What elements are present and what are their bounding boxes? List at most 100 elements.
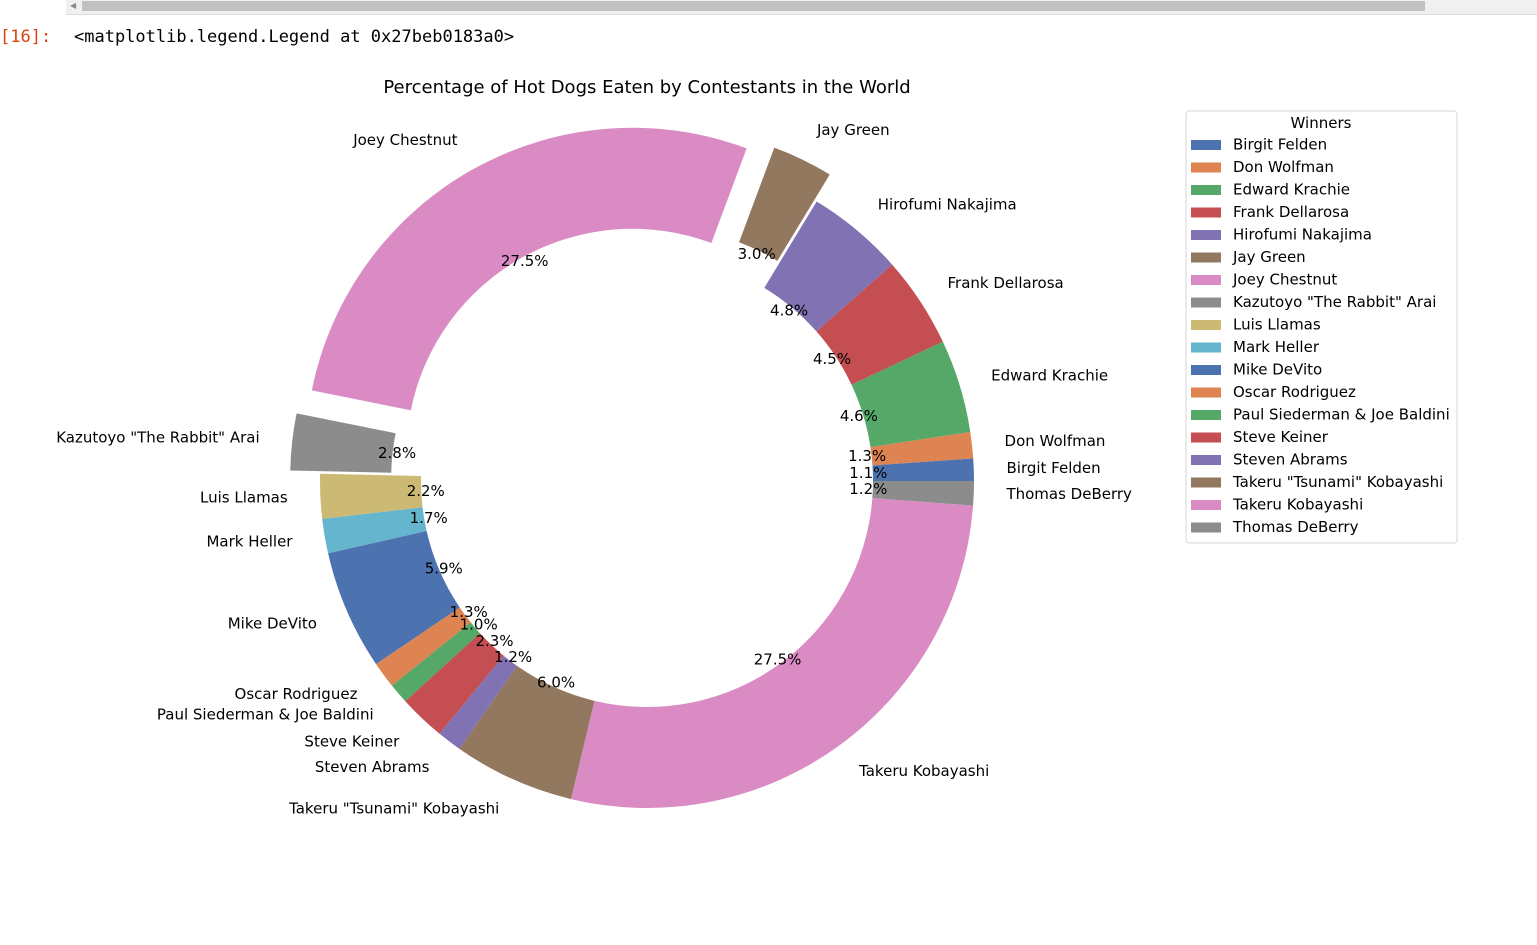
legend-label: Don Wolfman [1233, 158, 1334, 176]
legend-swatch [1191, 185, 1221, 195]
legend-swatch [1191, 410, 1221, 420]
legend-swatch [1191, 207, 1221, 218]
percent-label: 5.9% [425, 560, 463, 578]
percent-label: 27.5% [754, 650, 802, 668]
legend-label: Joey Chestnut [1232, 271, 1337, 289]
legend-entry: Joey Chestnut [1191, 271, 1337, 289]
legend-entry: Paul Siederman & Joe Baldini [1191, 406, 1450, 424]
slice-label: Luis Llamas [200, 488, 288, 506]
legend-swatch [1191, 275, 1221, 285]
percent-label: 1.1% [849, 464, 887, 482]
legend-entry: Mark Heller [1191, 338, 1320, 356]
slice-mark-heller [322, 507, 427, 554]
scroll-left-icon[interactable]: ◀ [70, 1, 77, 10]
legend-swatch [1191, 140, 1221, 150]
slice-label: Frank Dellarosa [948, 274, 1064, 292]
legend-label: Jay Green [1232, 248, 1306, 266]
slices [290, 127, 974, 809]
legend-frame [1185, 110, 1458, 544]
slice-takeru-kobayashi [571, 498, 974, 809]
scrollbar-thumb[interactable] [82, 1, 1425, 11]
slice-paul-siederman-joe-baldini [391, 622, 480, 702]
slice-label: Mark Heller [206, 532, 293, 550]
legend-entry: Edward Krachie [1191, 181, 1350, 199]
slice-label: Joey Chestnut [352, 131, 457, 149]
legend-label: Takeru "Tsunami" Kobayashi [1232, 473, 1443, 491]
legend-label: Hirofumi Nakajima [1233, 226, 1372, 244]
slice-joey-chestnut [311, 127, 747, 411]
slice-oscar-rodriguez [376, 607, 471, 686]
legend-label: Edward Krachie [1233, 181, 1350, 199]
legend-swatch [1191, 297, 1221, 308]
slice-label: Paul Siederman & Joe Baldini [157, 705, 374, 723]
legend-entry: Don Wolfman [1191, 158, 1334, 176]
slice-label: Edward Krachie [991, 367, 1108, 385]
legend-entry: Frank Dellarosa [1191, 203, 1349, 221]
legend-swatch [1191, 477, 1221, 488]
slice-kazutoyo-the-rabbit-arai [290, 413, 396, 473]
legend-entry: Kazutoyo "The Rabbit" Arai [1191, 293, 1436, 311]
percent-label: 1.2% [849, 480, 887, 498]
slice-edward-krachie [851, 341, 971, 448]
legend-entry: Jay Green [1191, 248, 1306, 266]
legend-swatch [1191, 365, 1221, 375]
percent-label: 1.0% [460, 615, 498, 633]
legend-label: Steven Abrams [1233, 451, 1348, 469]
percent-label: 4.5% [813, 350, 851, 368]
legend-swatch [1191, 162, 1221, 173]
slice-steve-keiner [405, 633, 504, 734]
legend-label: Steve Keiner [1233, 428, 1329, 446]
execution-prompt: [16]: [0, 27, 52, 47]
slice-label: Don Wolfman [1005, 432, 1106, 450]
legend-label: Birgit Felden [1233, 136, 1327, 154]
slice-hirofumi-nakajima [764, 201, 893, 332]
legend-swatch [1191, 500, 1221, 510]
slice-label: Oscar Rodriguez [235, 685, 358, 703]
slice-luis-llamas [320, 473, 423, 519]
legend-entry: Steve Keiner [1191, 428, 1329, 446]
legend-entry: Hirofumi Nakajima [1191, 226, 1372, 244]
legend-entry: Luis Llamas [1191, 316, 1321, 334]
percent-label: 6.0% [537, 673, 575, 691]
percent-label: 27.5% [501, 252, 549, 270]
legend-swatch [1191, 320, 1221, 330]
slice-takeru-tsunami-kobayashi [459, 666, 595, 800]
legend-label: Takeru Kobayashi [1232, 496, 1363, 514]
slice-thomas-deberry [872, 481, 974, 506]
legend-label: Thomas DeBerry [1232, 518, 1359, 536]
legend-label: Luis Llamas [1233, 316, 1321, 334]
percent-label: 4.8% [770, 302, 808, 320]
percent-label: 2.3% [475, 632, 513, 650]
chart-title: Percentage of Hot Dogs Eaten by Contesta… [383, 77, 910, 98]
legend-swatch [1191, 387, 1221, 398]
slice-label: Steve Keiner [304, 732, 400, 750]
percent-label: 1.3% [848, 447, 886, 465]
slice-frank-dellarosa [816, 264, 943, 385]
slice-labels: Birgit Felden Don Wolfman Edward Krachie Fr… [56, 121, 1132, 818]
slice-label: Jay Green [816, 121, 890, 139]
legend-entry: Birgit Felden [1191, 136, 1327, 154]
legend-swatch [1191, 455, 1221, 465]
percent-labels: 1.1%1.3%4.6%4.5%4.8%3.0%27.5%2.8%2.2%1.7… [378, 245, 887, 691]
legend-label: Kazutoyo "The Rabbit" Arai [1233, 293, 1436, 311]
slice-steven-abrams [439, 655, 518, 749]
output-text: <matplotlib.legend.Legend at 0x27beb0183… [74, 27, 515, 47]
legend: Winners Birgit Felden Don Wolfman Edward Kr… [1185, 110, 1458, 544]
slice-mike-devito [328, 531, 460, 665]
legend-label: Frank Dellarosa [1233, 203, 1349, 221]
slice-label: Thomas DeBerry [1005, 485, 1132, 503]
legend-entry: Oscar Rodriguez [1191, 383, 1356, 401]
legend-swatch [1191, 522, 1221, 533]
slice-jay-green [739, 147, 830, 261]
legend-swatch [1191, 230, 1221, 240]
slice-label: Mike DeVito [228, 614, 317, 632]
horizontal-scrollbar[interactable]: ◀ [66, 0, 1537, 15]
legend-entry: Takeru Kobayashi [1191, 496, 1363, 514]
legend-swatch [1191, 432, 1221, 443]
legend-title: Winners [1291, 114, 1352, 132]
cell-output: [16]: <matplotlib.legend.Legend at 0x27b… [0, 24, 514, 50]
slice-label: Hirofumi Nakajima [878, 196, 1017, 214]
percent-label: 1.2% [494, 648, 532, 666]
slice-label: Steven Abrams [315, 758, 430, 776]
